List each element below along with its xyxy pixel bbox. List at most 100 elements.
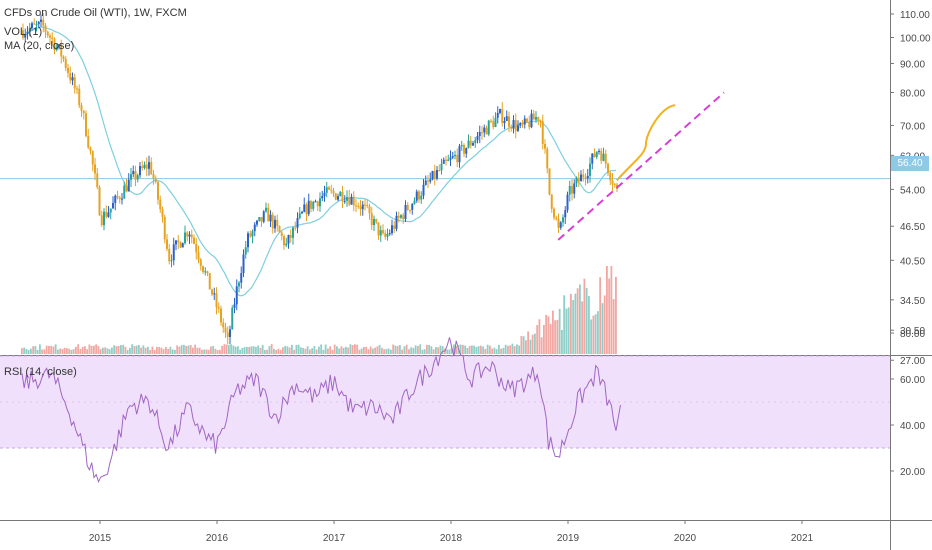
candle-body	[242, 254, 245, 274]
candle	[598, 148, 600, 155]
candle	[337, 193, 339, 202]
candle	[505, 110, 508, 122]
candle-body	[229, 329, 231, 338]
candle	[379, 225, 382, 242]
candle	[303, 197, 306, 213]
candle	[179, 241, 182, 249]
candle-body	[523, 118, 526, 125]
candle	[553, 207, 555, 221]
candle-body	[355, 205, 357, 207]
volume-bar	[140, 347, 143, 354]
volume-bar	[129, 347, 131, 354]
candle-body	[555, 217, 558, 219]
candle-body	[118, 197, 121, 200]
volume-bar	[97, 345, 100, 354]
candle	[321, 190, 324, 202]
volume-bar	[212, 345, 215, 354]
candle	[67, 64, 69, 78]
volume-bar	[576, 288, 579, 354]
volume-bar	[489, 345, 491, 354]
volume-bar	[475, 346, 478, 354]
price-tick-label: 80.00	[900, 88, 925, 99]
candle-body	[348, 197, 351, 205]
candle	[361, 200, 364, 216]
candle	[118, 195, 121, 204]
volume-bar	[495, 349, 498, 354]
volume-bar	[365, 346, 368, 354]
volume-bar	[248, 346, 251, 354]
candle	[397, 211, 400, 223]
time-tick-label: 2016	[206, 533, 229, 544]
candle	[112, 196, 114, 209]
candle-body	[215, 293, 218, 308]
candle-body	[211, 289, 213, 295]
candle	[314, 199, 317, 203]
volume-bar	[599, 277, 602, 354]
candle	[334, 192, 337, 201]
candle-body	[278, 226, 281, 233]
candle-body	[469, 140, 472, 146]
volume-bar	[104, 347, 107, 354]
candle	[220, 305, 222, 327]
candle-body	[44, 25, 47, 32]
candle-body	[402, 215, 405, 220]
volume-bar	[223, 344, 226, 354]
candle	[355, 199, 357, 213]
volume-bar	[491, 348, 494, 354]
candle-body	[222, 322, 225, 328]
candle-body	[91, 151, 94, 165]
volume-bar	[203, 349, 206, 354]
candle	[184, 225, 186, 245]
candle-body	[364, 204, 366, 206]
candle	[285, 237, 288, 248]
candle	[451, 151, 454, 160]
volume-bar	[329, 346, 332, 354]
candle	[382, 224, 384, 235]
candle	[114, 194, 117, 211]
candle	[341, 185, 344, 208]
candle	[602, 147, 605, 162]
price-tick-label: 40.50	[900, 256, 925, 267]
candle	[280, 230, 283, 241]
candle	[388, 229, 391, 236]
candle-body	[420, 195, 423, 200]
candle-body	[80, 105, 83, 111]
candle	[253, 222, 256, 237]
candle	[391, 219, 393, 236]
candle-body	[537, 117, 540, 121]
candle	[328, 185, 330, 191]
candle	[204, 267, 207, 276]
candle	[190, 229, 193, 244]
volume-bar	[144, 347, 147, 354]
volume-bar	[482, 346, 485, 354]
volume-bar	[466, 348, 469, 354]
price-tick-label: 34.50	[900, 296, 925, 307]
volume-bar	[556, 319, 559, 354]
volume-bar	[39, 344, 41, 354]
candle	[199, 257, 202, 271]
candle-body	[485, 127, 488, 135]
candle	[283, 234, 285, 250]
price-tick-label: 54.00	[900, 185, 925, 196]
candle	[109, 208, 112, 220]
candle	[310, 200, 312, 213]
volume-bar	[399, 344, 401, 354]
candle	[22, 23, 24, 40]
candle-body	[467, 140, 470, 148]
candle-body	[314, 201, 317, 203]
candle-body	[377, 222, 380, 236]
candle	[449, 150, 452, 166]
volume-bar	[480, 345, 482, 354]
volume-bar	[122, 344, 125, 354]
volume-bar	[88, 344, 91, 354]
volume-bar	[167, 348, 170, 354]
volume-bar	[158, 347, 161, 354]
volume-bar	[169, 346, 172, 354]
candle-body	[35, 24, 38, 26]
candle	[447, 154, 450, 162]
candle-body	[24, 33, 27, 38]
candle-body	[258, 217, 261, 221]
candle-body	[154, 178, 157, 183]
volume-bar	[473, 345, 476, 354]
